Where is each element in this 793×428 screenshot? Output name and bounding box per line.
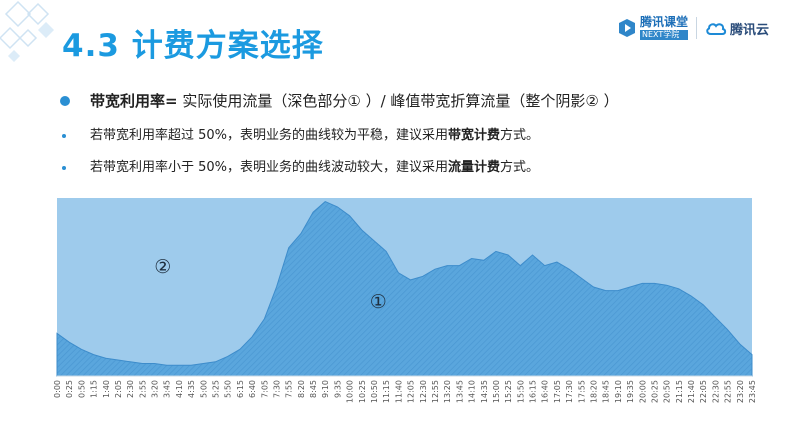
bullet-bandwidth-billing: 若带宽利用率超过 50%，表明业务的曲线较为平稳，建议采用带宽计费方式。 [58,126,778,146]
x-tick-label: 17:05 [553,380,562,403]
x-tick-label: 10:25 [358,380,367,403]
x-tick-label: 1:40 [102,380,111,398]
corner-decoration [0,0,54,62]
x-tick-label: 2:30 [126,380,135,398]
bullet-text-pre: 若带宽利用率超过 50%，表明业务的曲线较为平稳，建议采用 [90,128,449,143]
bullet-dot [60,96,70,106]
x-tick-label: 23:20 [736,380,745,403]
x-tick-label: 20:50 [663,380,672,403]
x-tick-label: 1:15 [90,380,99,398]
x-tick-label: 9:35 [333,380,342,398]
x-tick-label: 7:55 [285,380,294,398]
x-tick-label: 11:15 [382,380,391,403]
x-tick-label: 2:55 [138,380,147,398]
x-tick-label: 23:45 [748,380,757,403]
x-tick-label: 15:50 [516,380,525,403]
bullet-definition-text: 实际使用流量（深色部分① ）/ 峰值带宽折算流量（整个阴影② ） [177,92,619,110]
x-tick-label: 21:15 [675,380,684,403]
x-tick-label: 5:25 [212,380,221,398]
x-tick-label: 8:20 [297,380,306,398]
x-tick-label: 7:05 [260,380,269,398]
x-tick-label: 13:45 [455,380,464,403]
x-tick-label: 19:35 [626,380,635,403]
x-tick-label: 12:05 [407,380,416,403]
x-tick-label: 9:10 [321,380,330,398]
x-tick-label: 16:40 [541,380,550,403]
brand-logos: 腾讯课堂 NEXT学院 腾讯云 [617,16,769,40]
bullet-traffic-billing: 若带宽利用率小于 50%，表明业务的曲线波动较大，建议采用流量计费方式。 [58,158,778,178]
x-tick-label: 18:45 [602,380,611,403]
x-tick-label: 3:45 [163,380,172,398]
x-tick-label: 3:20 [151,380,160,398]
x-tick-label: 10:00 [346,380,355,403]
bullet-dot [62,166,66,170]
x-tick-label: 0:00 [53,380,62,398]
x-tick-labels: 0:00 0:25 0:50 1:15 1:40 2:05 2:30 2:55 3:20 3:45… [53,380,757,403]
x-tick-label: 22:30 [711,380,720,403]
bullet-text-bold: 带宽计费 [448,128,501,143]
x-tick-label: 22:05 [699,380,708,403]
bullet-list: 带宽利用率= 实际使用流量（深色部分① ）/ 峰值带宽折算流量（整个阴影② ） … [58,88,778,178]
x-tick-label: 0:25 [65,380,74,398]
x-tick-label: 15:25 [504,380,513,403]
x-tick-label: 18:20 [590,380,599,403]
bullet-definition-term: 带宽利用率= [90,92,178,110]
logo-divider [695,17,697,39]
bullet-text-post: 方式。 [500,160,540,175]
bullet-dot [62,134,66,138]
play-cube-icon [618,19,635,37]
x-tick-label: 10:50 [370,380,379,403]
x-tick-label: 0:50 [77,380,86,398]
x-tick-label: 12:55 [431,380,440,403]
x-tick-label: 17:30 [565,380,574,403]
page-title: 4.3 计费方案选择 [62,28,324,64]
bullet-text-bold: 流量计费 [448,160,501,175]
ketang-name: 腾讯课堂 [639,15,688,29]
x-tick-label: 14:35 [480,380,489,403]
x-tick-label: 21:40 [687,380,696,403]
cloud-logo: 腾讯云 [705,19,769,38]
x-tick-label: 6:40 [248,380,257,398]
x-tick-label: 15:00 [492,380,501,403]
x-tick-label: 2:05 [114,380,123,398]
x-tick-label: 20:25 [651,380,660,403]
cloud-icon [706,23,727,35]
x-tick-label: 7:30 [273,380,282,398]
x-tick-label: 20:00 [638,380,647,403]
x-tick-label: 22:55 [724,380,733,403]
usage-area [56,201,753,377]
region-label-usage: ① [370,291,387,313]
x-tick-label: 5:50 [224,380,233,398]
bullet-text-post: 方式。 [500,128,540,143]
x-tick-label: 17:55 [577,380,586,403]
x-tick-label: 19:10 [614,380,623,403]
x-tick-label: 14:10 [468,380,477,403]
x-tick-label: 4:35 [187,380,196,398]
ketang-sub: NEXT学院 [639,30,688,40]
bullet-text-pre: 若带宽利用率小于 50%，表明业务的曲线波动较大，建议采用 [90,160,449,175]
x-tick-label: 8:45 [309,380,318,398]
bullet-definition: 带宽利用率= 实际使用流量（深色部分① ）/ 峰值带宽折算流量（整个阴影② ） [58,88,778,114]
x-tick-label: 5:00 [199,380,208,398]
x-tick-label: 6:15 [236,380,245,398]
x-tick-label: 13:20 [443,380,452,403]
region-label-peak: ② [154,256,171,278]
x-tick-label: 16:15 [529,380,538,403]
cloud-name: 腾讯云 [729,22,769,38]
x-tick-label: 11:40 [394,380,403,403]
x-tick-label: 12:30 [419,380,428,403]
ketang-logo: 腾讯课堂 NEXT学院 [617,16,688,40]
x-tick-label: 4:10 [175,380,184,398]
